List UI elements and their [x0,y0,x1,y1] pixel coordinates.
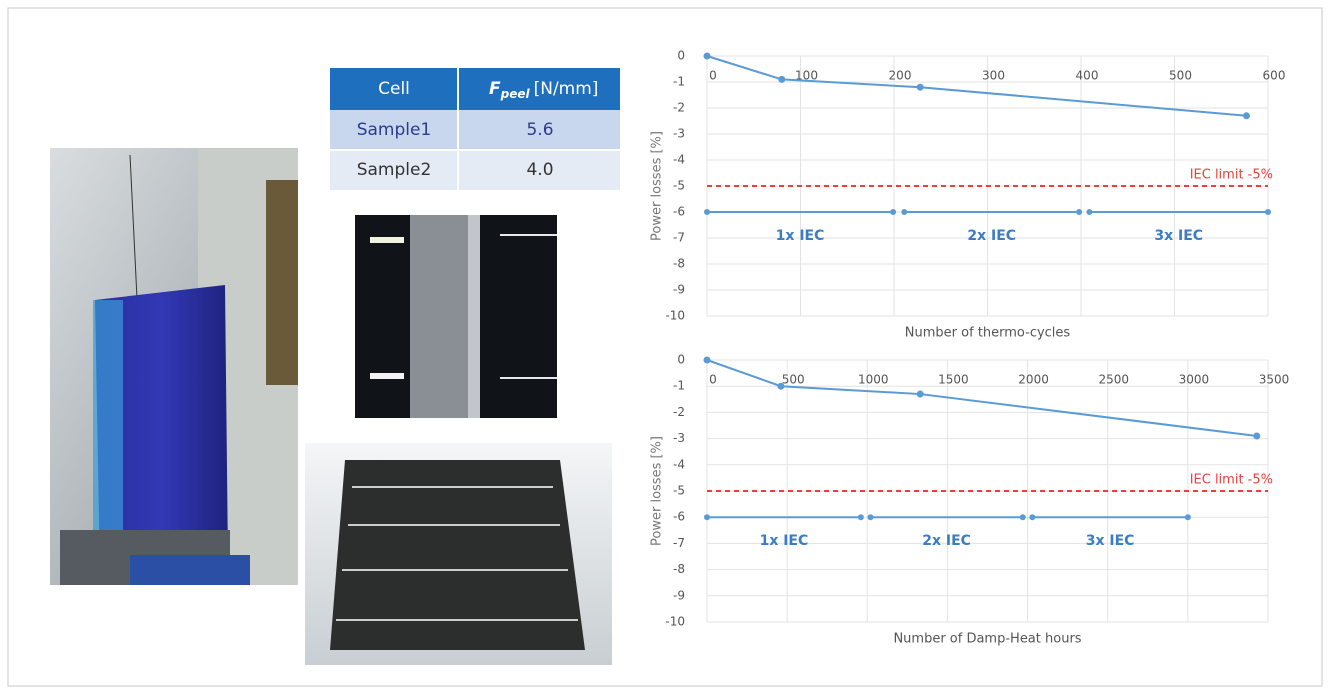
y-tick-label: -3 [673,127,685,141]
x-tick-label: 300 [982,69,1005,83]
y-tick-label: -9 [673,588,685,602]
x-tick-label: 3500 [1259,373,1290,387]
y-tick-label: -1 [673,379,685,393]
table-cell: Sample1 [357,120,432,140]
data-point [777,383,784,390]
x-tick-label: 2500 [1098,373,1129,387]
x-tick-label: 2000 [1018,373,1049,387]
data-point [917,391,924,398]
range-label: 3x IEC [1154,228,1203,244]
subscript: peel [500,87,531,101]
range-end [704,514,710,520]
range-end [1086,209,1092,215]
range-end [867,514,873,520]
limit-label: IEC limit -5% [1190,168,1273,183]
data-point [704,53,711,60]
range-label: 1x IEC [760,533,809,549]
x-tick-label: 600 [1263,69,1286,83]
table-cell: 4.0 [526,160,553,180]
data-point [778,76,785,83]
range-end [704,209,710,215]
x-tick-label: 500 [782,373,805,387]
y-tick-label: -4 [673,457,685,471]
x-tick-label: 500 [1169,69,1192,83]
x-tick-label: 1500 [938,373,969,387]
y-tick-label: -8 [673,562,685,576]
figure: Cell Fpeel[N/mm] Sample1 5.6 Sample2 4.0… [0,0,1330,694]
range-label: 1x IEC [776,228,825,244]
range-label: 2x IEC [967,228,1016,244]
y-tick-label: -1 [673,75,685,89]
y-axis-title: Power losses [%] [650,131,665,241]
x-tick-label: 3000 [1179,373,1210,387]
x-tick-label: 400 [1076,69,1099,83]
y-tick-label: -5 [673,179,685,193]
y-tick-label: 0 [677,49,685,63]
x-tick-label: 0 [709,69,717,83]
data-point [704,357,711,364]
y-tick-label: -9 [673,283,685,297]
photo-peel-test [50,148,298,585]
y-tick-label: -2 [673,101,685,115]
range-end [1029,514,1035,520]
x-tick-label: 1000 [858,373,889,387]
table-cell: Sample2 [357,160,432,180]
x-axis-title: Number of Damp-Heat hours [893,632,1081,647]
table-header-cell: Cell [378,79,410,99]
y-tick-label: 0 [677,353,685,367]
table-cell: 5.6 [526,120,553,140]
photo-microscope [355,215,557,418]
data-point [917,84,924,91]
range-end [901,209,907,215]
y-tick-label: -3 [673,431,685,445]
y-tick-label: -2 [673,405,685,419]
range-end [1265,209,1271,215]
symbol: F [489,79,501,99]
y-tick-label: -7 [673,536,685,550]
range-label: 2x IEC [922,533,971,549]
y-tick-label: -6 [673,510,685,524]
range-end [890,209,896,215]
peel-table: Cell Fpeel[N/mm] Sample1 5.6 Sample2 4.0 [330,68,620,190]
data-point [1253,432,1260,439]
limit-label: IEC limit -5% [1190,473,1273,488]
range-end [858,514,864,520]
range-end [1076,209,1082,215]
x-tick-label: 200 [889,69,912,83]
photo-module [305,443,612,665]
y-tick-label: -7 [673,231,685,245]
range-label: 3x IEC [1086,533,1135,549]
data-point [1243,112,1250,119]
y-tick-label: -10 [665,615,685,629]
unit: [N/mm] [534,79,599,99]
x-tick-label: 0 [709,373,717,387]
y-tick-label: -4 [673,153,685,167]
y-tick-label: -5 [673,484,685,498]
y-axis-title: Power losses [%] [650,436,665,546]
range-end [1020,514,1026,520]
y-tick-label: -6 [673,205,685,219]
y-tick-label: -10 [665,309,685,323]
x-axis-title: Number of thermo-cycles [905,326,1071,341]
y-tick-label: -8 [673,257,685,271]
range-end [1185,514,1191,520]
